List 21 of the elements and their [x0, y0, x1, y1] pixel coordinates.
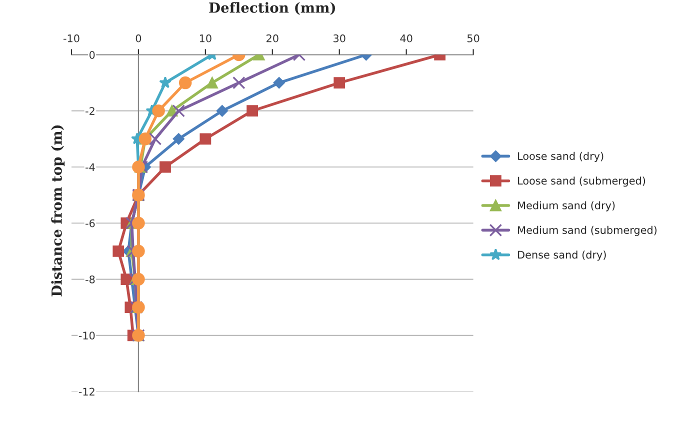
y-tick-label: -10: [78, 332, 95, 340]
x-tick-label: 20: [266, 34, 278, 42]
x-tick-label: 40: [400, 34, 412, 42]
x-tick-label: 50: [467, 34, 480, 42]
legend-label: Dense sand (dry): [518, 250, 606, 261]
legend-label: Loose sand (dry): [518, 152, 604, 162]
x-tick-label: 30: [334, 34, 346, 42]
y-tick-label: -8: [86, 275, 95, 284]
x-tick-label: -10: [64, 34, 80, 42]
legend-label: Medium sand (submerged): [518, 226, 657, 236]
x-axis-title: Deflection (mm): [209, 2, 336, 15]
y-tick-label: -4: [86, 163, 95, 171]
x-tick-label: 0: [136, 34, 142, 42]
legend-label: Medium sand (dry): [518, 201, 615, 212]
x-tick-label: 10: [200, 34, 212, 42]
y-axis-title: Distance from top (m): [51, 125, 65, 296]
legend-label: Loose sand (submerged): [518, 176, 646, 187]
y-tick-label: 0: [89, 50, 95, 59]
y-tick-label: -12: [78, 388, 94, 396]
y-tick-label: -2: [86, 107, 94, 115]
y-tick-label: -6: [86, 219, 95, 228]
